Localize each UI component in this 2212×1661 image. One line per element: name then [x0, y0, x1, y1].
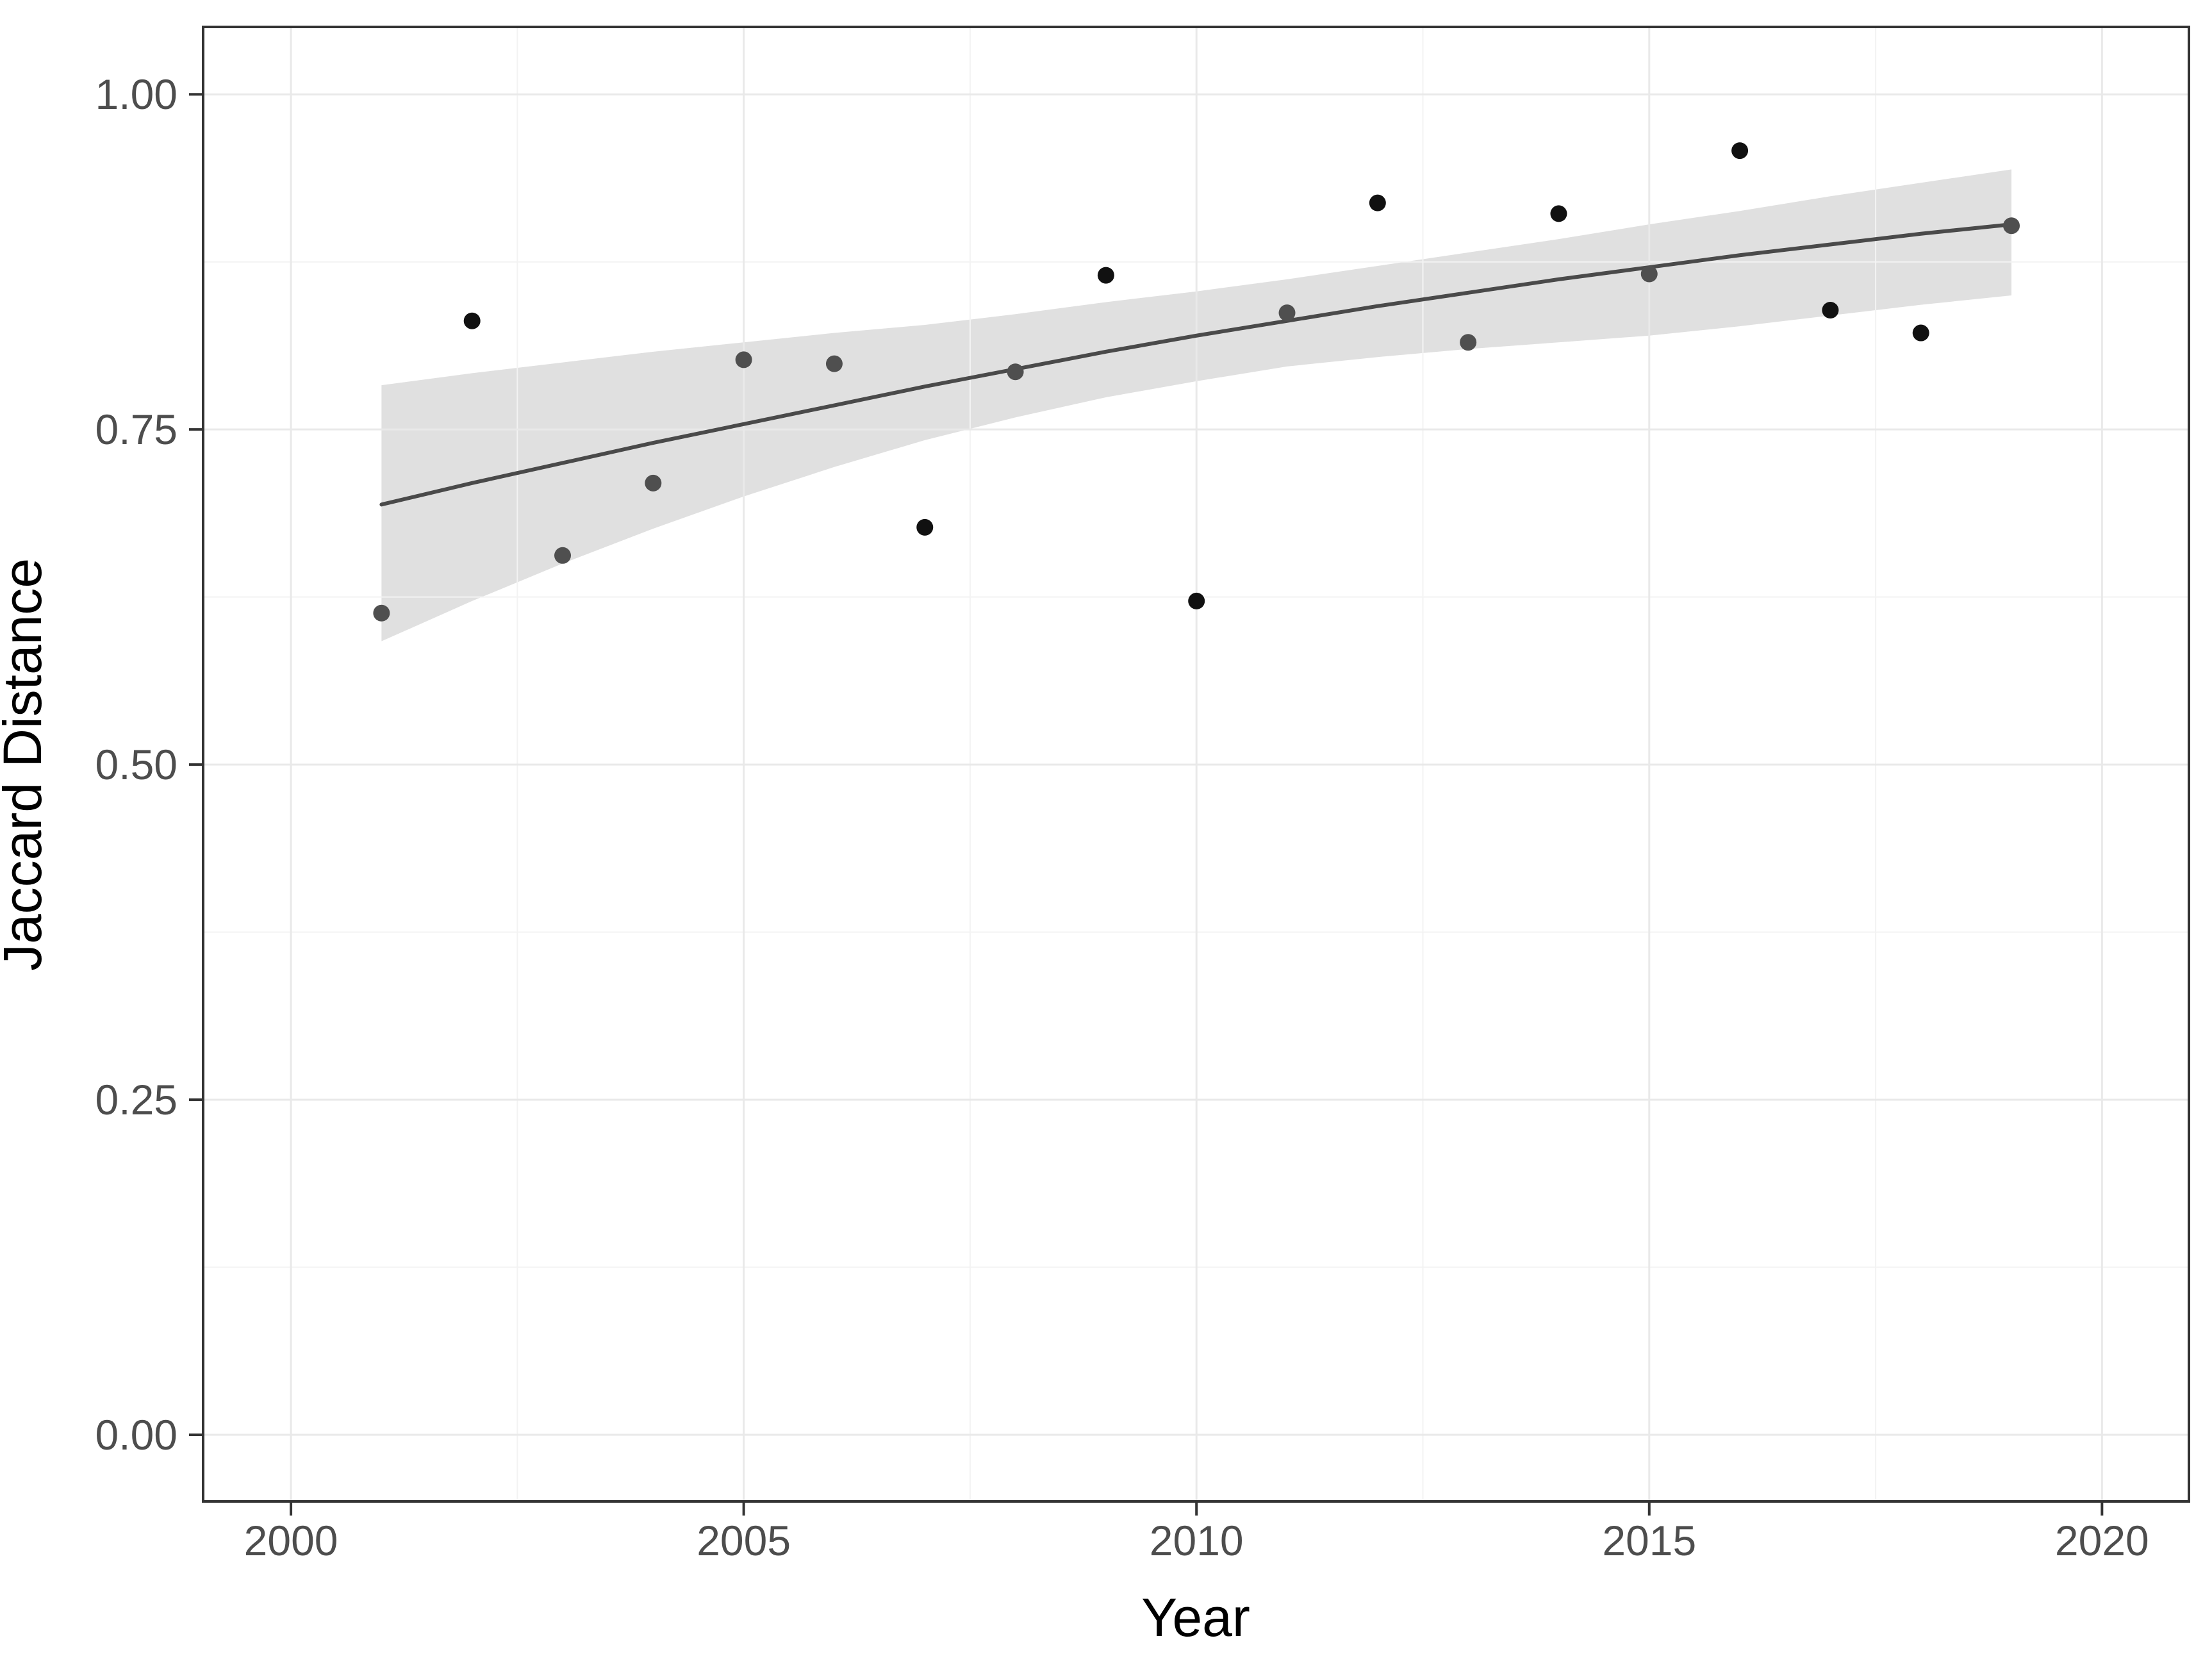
y-axis-tick-labels: 1.00 0.75 0.50 0.25 0.00 [95, 70, 177, 1459]
y-tick-label: 0.25 [95, 1076, 177, 1123]
y-tick-label: 0.75 [95, 406, 177, 453]
data-point [916, 518, 934, 536]
data-point [1278, 304, 1296, 322]
x-axis-title: Year [1141, 1587, 1250, 1648]
x-tick-label: 2010 [1150, 1517, 1244, 1564]
x-tick-label: 2020 [2055, 1517, 2149, 1564]
data-point [1731, 142, 1749, 160]
confidence-ribbon [381, 169, 2012, 641]
y-tick-label: 0.50 [95, 741, 177, 788]
y-tick-label: 1.00 [95, 70, 177, 118]
data-point [463, 312, 481, 329]
x-axis-tick-labels: 2000 2005 2010 2015 2020 [244, 1517, 2149, 1564]
y-axis-ticks [189, 93, 203, 1437]
data-point [1640, 265, 1658, 283]
data-point [2003, 217, 2020, 235]
gridlines-major [203, 27, 2189, 1501]
data-point [373, 604, 390, 622]
data-point [1460, 334, 1477, 351]
data-points [373, 142, 2020, 622]
data-point [1369, 194, 1386, 211]
x-tick-label: 2005 [697, 1517, 791, 1564]
data-point [1007, 363, 1024, 381]
y-axis-title: Jaccard Distance [0, 558, 53, 971]
data-point [1550, 205, 1567, 222]
x-tick-label: 2015 [1602, 1517, 1696, 1564]
x-tick-label: 2000 [244, 1517, 338, 1564]
data-point [554, 547, 572, 564]
trend-line [379, 222, 2014, 507]
data-point [1912, 324, 1929, 342]
data-point [645, 474, 662, 492]
x-axis-ticks [290, 1501, 2104, 1516]
data-point [1822, 302, 1839, 319]
data-point [1097, 267, 1114, 284]
data-point [735, 351, 752, 368]
y-tick-label: 0.00 [95, 1411, 177, 1459]
data-point [1188, 592, 1205, 609]
data-point [825, 355, 843, 372]
